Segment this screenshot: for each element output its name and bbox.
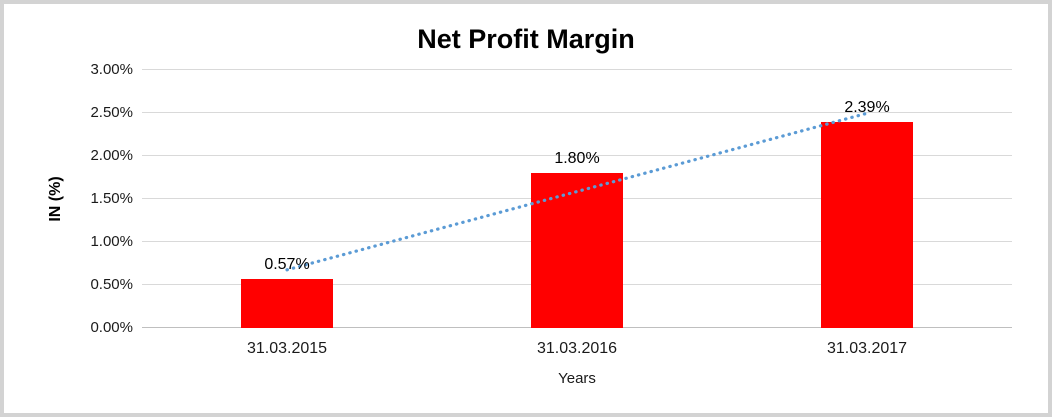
y-axis-tick-labels: 0.00% 0.50% 1.00% 1.50% 2.00% 2.50% 3.00% [4, 61, 133, 336]
gridline [142, 69, 1012, 70]
gridline [142, 112, 1012, 113]
y-tick-label: 1.00% [90, 233, 133, 250]
y-tick-label: 0.50% [90, 276, 133, 293]
y-tick-label: 2.50% [90, 104, 133, 121]
x-axis-title: Years [558, 370, 596, 387]
data-label: 0.57% [264, 255, 310, 273]
x-tick-label: 31.03.2015 [246, 340, 328, 357]
trendline [285, 111, 869, 272]
data-label: 2.39% [844, 99, 890, 117]
x-tick-label: 31.03.2017 [826, 340, 908, 357]
chart-title: Net Profit Margin [417, 24, 635, 54]
plot-area: 0.57% 1.80% 2.39% [142, 69, 1012, 328]
y-tick-label: 0.00% [90, 319, 133, 336]
bar-31.03.2015 [241, 278, 333, 328]
y-tick-label: 2.00% [90, 147, 133, 164]
bar-31.03.2017 [821, 122, 913, 328]
y-tick-label: 3.00% [90, 61, 133, 78]
y-tick-label: 1.50% [90, 190, 133, 207]
x-tick-label: 31.03.2016 [536, 340, 618, 357]
bar-31.03.2016 [531, 173, 623, 328]
x-axis-tick-labels: 31.03.2015 31.03.2016 31.03.2017 [142, 340, 1012, 360]
data-label: 1.80% [554, 150, 600, 168]
gridline [142, 155, 1012, 156]
